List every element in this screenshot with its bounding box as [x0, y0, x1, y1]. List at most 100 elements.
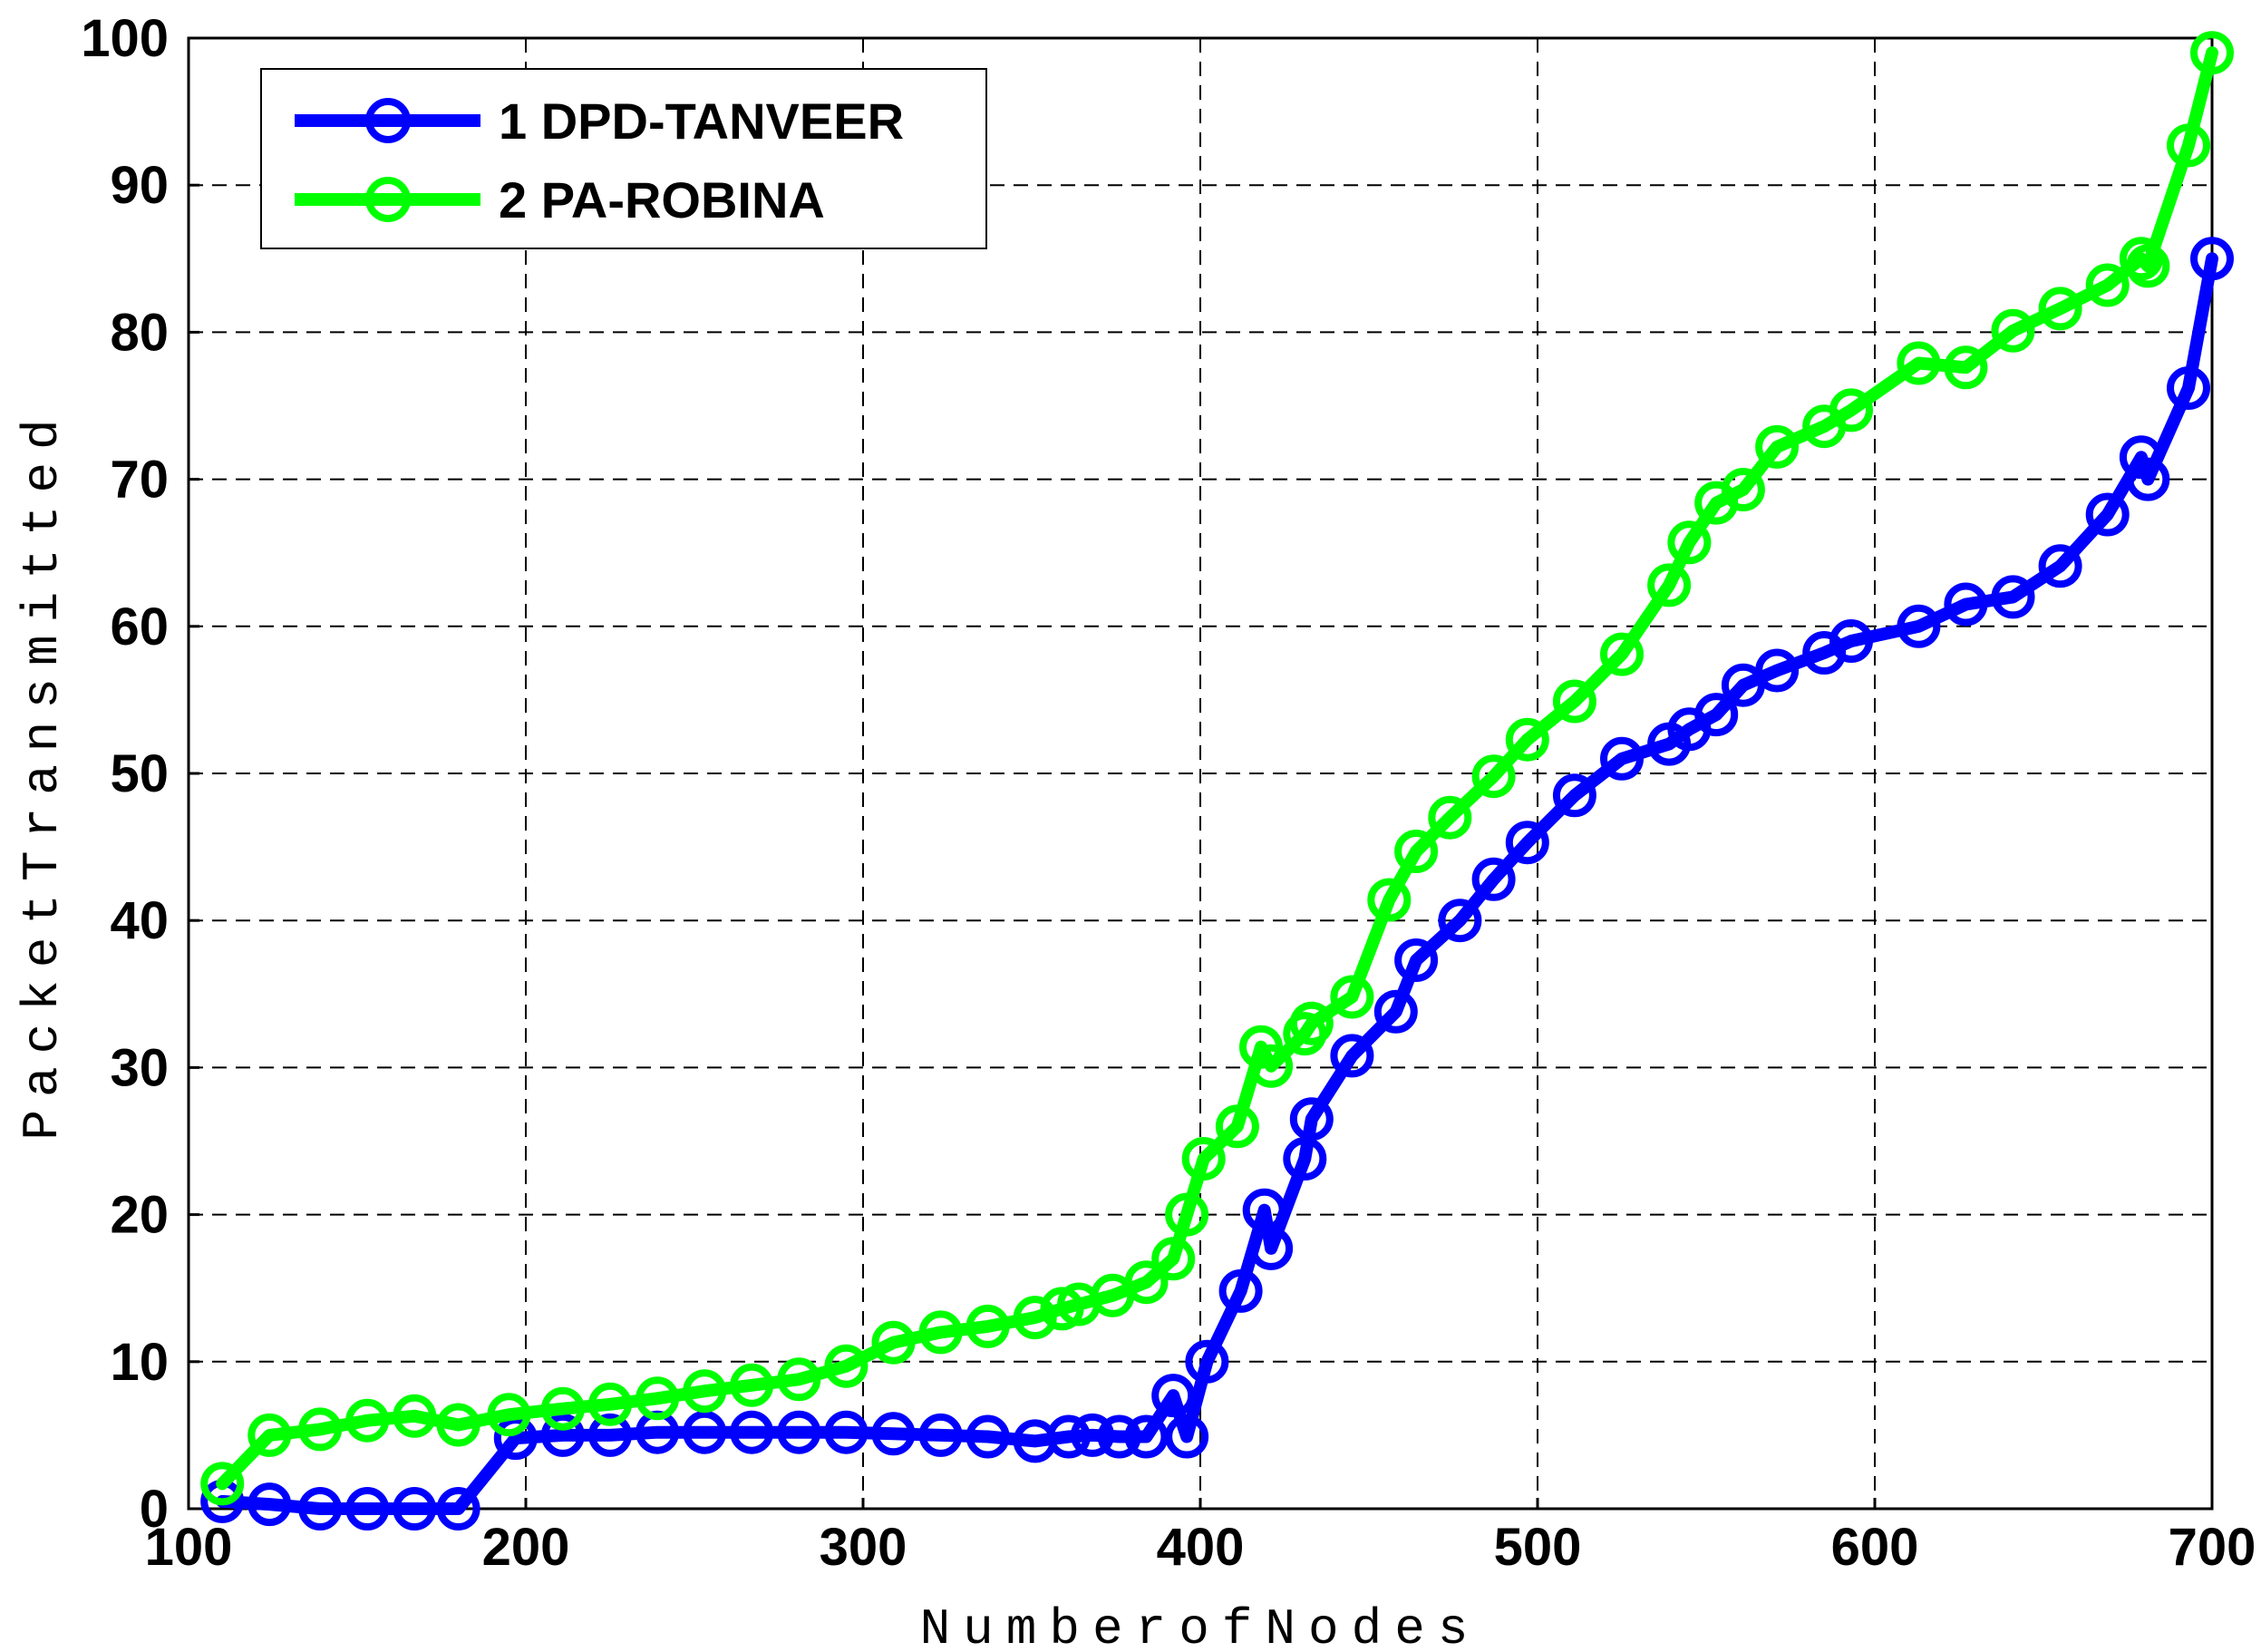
data-point	[1505, 821, 1549, 865]
data-point	[1394, 830, 1439, 873]
data-point	[436, 1487, 480, 1531]
data-point	[1151, 1237, 1196, 1281]
x-axis-label: NumberofNodes	[920, 1600, 1481, 1652]
data-point	[1218, 1268, 1263, 1313]
data-point	[1249, 1226, 1294, 1270]
data-point	[824, 1344, 868, 1388]
y-tick-label: 10	[110, 1333, 169, 1392]
data-point	[200, 1462, 245, 1506]
data-point	[1367, 878, 1412, 922]
data-point	[1471, 754, 1516, 799]
data-point	[918, 1310, 963, 1355]
x-tick-label: 700	[2169, 1518, 2256, 1577]
data-point	[540, 1386, 585, 1431]
y-tick-label: 0	[140, 1480, 169, 1539]
data-point	[1330, 1034, 1374, 1078]
data-point	[1289, 1001, 1334, 1045]
series-line-1	[216, 252, 2218, 1515]
data-point	[1165, 1192, 1209, 1237]
data-point	[1755, 424, 1800, 469]
data-point	[247, 1413, 292, 1457]
data-point	[1249, 1044, 1294, 1088]
data-point	[2119, 435, 2163, 480]
data-point	[730, 1410, 774, 1454]
data-point	[393, 1394, 437, 1438]
data-point	[2190, 237, 2234, 281]
data-point	[2085, 263, 2130, 307]
data-point	[1215, 1104, 1259, 1149]
x-tick-label: 300	[820, 1518, 907, 1577]
data-point	[1505, 717, 1549, 762]
y-tick-label: 20	[110, 1186, 169, 1245]
data-point	[1647, 563, 1692, 607]
data-point	[2119, 237, 2163, 281]
data-point	[1600, 632, 1644, 676]
data-point	[1097, 1414, 1141, 1459]
data-point	[1071, 1413, 1114, 1457]
data-point	[1667, 520, 1712, 565]
data-point	[1373, 989, 1418, 1034]
y-tick-label: 40	[110, 891, 169, 950]
data-point	[2126, 457, 2170, 501]
series-line-2	[216, 46, 2218, 1491]
x-tick-label: 400	[1157, 1518, 1245, 1577]
data-point	[777, 1410, 821, 1454]
data-point	[636, 1376, 680, 1421]
data-point	[1124, 1414, 1169, 1459]
data-point	[1552, 679, 1596, 724]
series-2	[200, 31, 2234, 1506]
legend-marker-2	[365, 177, 411, 222]
data-point	[1165, 1414, 1209, 1459]
y-tick-label: 30	[110, 1038, 169, 1097]
data-point	[1428, 795, 1472, 840]
data-point	[871, 1320, 916, 1365]
y-tick-label: 100	[81, 9, 169, 68]
data-point	[1283, 1137, 1327, 1181]
legend-label-1: 1 DPD-TANVEER	[499, 92, 904, 150]
y-tick-label: 60	[110, 598, 169, 656]
data-point	[487, 1393, 531, 1437]
data-point	[1330, 975, 1374, 1019]
data-point	[1829, 619, 1873, 663]
data-point	[1438, 899, 1482, 943]
data-point	[2126, 244, 2170, 288]
data-point	[2190, 31, 2234, 75]
data-point	[871, 1412, 916, 1456]
x-tick-label: 500	[1494, 1518, 1582, 1577]
series-layer	[200, 31, 2234, 1531]
y-tick-label: 50	[110, 744, 169, 803]
data-point	[2167, 366, 2210, 410]
data-point	[683, 1410, 727, 1454]
data-point	[966, 1304, 1010, 1348]
data-point	[2038, 544, 2082, 588]
y-tick-label: 70	[110, 451, 169, 510]
data-point	[1897, 604, 1941, 648]
data-point	[1552, 773, 1596, 818]
data-point	[1694, 693, 1739, 737]
y-tick-label: 80	[110, 303, 169, 362]
grid-lines	[189, 38, 2212, 1509]
data-point	[1991, 575, 2035, 619]
data-point	[540, 1413, 585, 1457]
data-point	[1897, 341, 1941, 385]
data-point	[1013, 1296, 1057, 1340]
data-point	[918, 1413, 963, 1457]
data-point	[1991, 308, 2035, 353]
data-point	[345, 1398, 390, 1443]
data-point	[247, 1482, 292, 1527]
data-point	[1185, 1339, 1229, 1384]
y-axis-label: PacketTransmitted	[14, 406, 72, 1140]
data-point	[1046, 1414, 1091, 1459]
legend: 1 DPD-TANVEER 2 PA-ROBINA	[260, 68, 987, 249]
data-point	[1394, 938, 1439, 982]
data-point	[588, 1382, 632, 1426]
data-point	[1181, 1137, 1226, 1181]
data-point	[588, 1413, 632, 1457]
legend-label-2: 2 PA-ROBINA	[499, 171, 825, 228]
data-point	[298, 1487, 343, 1531]
legend-marker-1	[365, 98, 411, 143]
data-point	[393, 1487, 437, 1531]
data-point	[1829, 388, 1873, 432]
data-point	[683, 1369, 727, 1414]
data-point	[1944, 345, 1988, 390]
